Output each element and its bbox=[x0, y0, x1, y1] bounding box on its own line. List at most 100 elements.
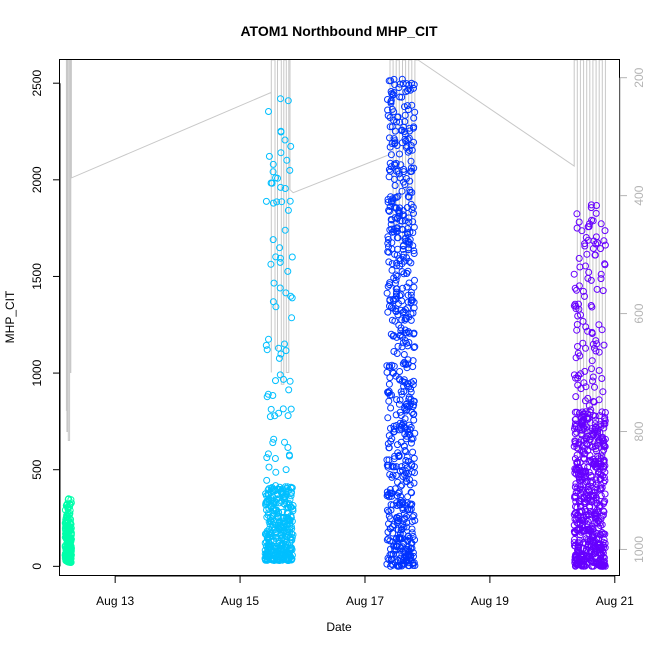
data-point bbox=[287, 492, 295, 500]
data-point bbox=[394, 234, 402, 242]
data-point bbox=[63, 510, 71, 518]
data-point bbox=[411, 276, 418, 284]
data-point bbox=[278, 198, 286, 206]
data-point bbox=[401, 111, 409, 119]
data-point bbox=[384, 388, 392, 396]
data-point bbox=[403, 175, 410, 182]
data-point bbox=[264, 490, 272, 498]
data-point bbox=[571, 440, 579, 448]
data-point bbox=[393, 251, 401, 259]
data-point bbox=[389, 523, 396, 531]
data-point bbox=[385, 258, 393, 266]
data-point bbox=[286, 377, 294, 385]
data-point bbox=[275, 519, 283, 527]
data-point bbox=[397, 388, 405, 396]
data-point bbox=[284, 97, 292, 105]
data-point bbox=[263, 346, 271, 354]
data-point bbox=[580, 444, 588, 452]
data-point bbox=[587, 204, 595, 212]
data-point bbox=[392, 276, 400, 284]
data-point bbox=[386, 159, 394, 167]
data-point bbox=[384, 491, 392, 499]
data-point bbox=[402, 407, 410, 415]
data-point bbox=[395, 534, 403, 542]
data-point bbox=[588, 357, 596, 365]
data-point bbox=[592, 463, 599, 471]
data-point bbox=[408, 435, 415, 443]
data-point bbox=[282, 347, 290, 355]
data-point bbox=[600, 341, 608, 349]
data-point bbox=[388, 492, 395, 500]
data-point bbox=[598, 375, 606, 382]
data-point bbox=[62, 514, 70, 522]
data-point bbox=[574, 343, 581, 350]
data-point bbox=[400, 523, 408, 531]
data-point bbox=[574, 541, 582, 549]
data-point bbox=[396, 292, 404, 300]
data-point bbox=[584, 517, 592, 525]
data-point bbox=[571, 483, 579, 491]
data-point bbox=[393, 514, 401, 522]
data-point bbox=[391, 81, 399, 89]
data-point bbox=[403, 269, 411, 277]
data-point bbox=[276, 284, 284, 292]
x-axis-label: Date bbox=[326, 620, 352, 634]
data-point bbox=[401, 447, 409, 454]
data-point bbox=[591, 426, 599, 434]
data-point bbox=[394, 113, 401, 121]
data-point bbox=[386, 167, 394, 175]
data-point bbox=[403, 506, 411, 514]
data-point bbox=[580, 425, 588, 433]
data-point bbox=[286, 166, 294, 174]
data-point bbox=[388, 105, 396, 113]
data-point bbox=[263, 556, 271, 564]
data-point bbox=[400, 270, 408, 278]
data-point bbox=[581, 397, 589, 405]
y-axis: 0 500 1000 1500 2000 2500 bbox=[30, 70, 61, 570]
data-point bbox=[277, 149, 285, 157]
data-point bbox=[392, 290, 400, 298]
data-point bbox=[583, 520, 591, 528]
data-point bbox=[593, 340, 601, 348]
data-point bbox=[384, 414, 392, 422]
data-point bbox=[405, 246, 413, 254]
data-point bbox=[398, 93, 406, 101]
data-point bbox=[579, 447, 587, 455]
data-point bbox=[385, 243, 392, 251]
data-point bbox=[586, 456, 594, 464]
data-point bbox=[281, 226, 289, 234]
data-point bbox=[397, 161, 405, 169]
data-point bbox=[269, 392, 277, 399]
data-point bbox=[571, 300, 579, 308]
data-point bbox=[262, 341, 270, 349]
data-point bbox=[591, 423, 599, 431]
data-point bbox=[573, 326, 581, 334]
data-point bbox=[592, 515, 600, 523]
data-point bbox=[391, 452, 399, 460]
data-point bbox=[409, 203, 417, 211]
data-point bbox=[265, 498, 273, 506]
data-point bbox=[385, 444, 393, 452]
data-point bbox=[267, 179, 275, 187]
data-point bbox=[281, 340, 288, 348]
data-point bbox=[286, 516, 294, 524]
data-point bbox=[388, 266, 396, 274]
data-point bbox=[399, 80, 407, 88]
data-point bbox=[572, 466, 580, 474]
data-point bbox=[400, 351, 408, 358]
data-point bbox=[384, 461, 392, 469]
data-point bbox=[270, 435, 278, 443]
data-point bbox=[263, 506, 270, 514]
data-point bbox=[398, 525, 406, 533]
data-point bbox=[264, 450, 272, 458]
data-point bbox=[399, 547, 407, 555]
data-point bbox=[580, 498, 588, 506]
data-point bbox=[576, 469, 584, 477]
data-point bbox=[400, 168, 408, 176]
data-point bbox=[398, 463, 406, 471]
data-point bbox=[288, 253, 296, 261]
data-point bbox=[590, 550, 598, 558]
data-point bbox=[64, 552, 72, 560]
data-point bbox=[405, 470, 413, 477]
data-point bbox=[279, 489, 287, 497]
